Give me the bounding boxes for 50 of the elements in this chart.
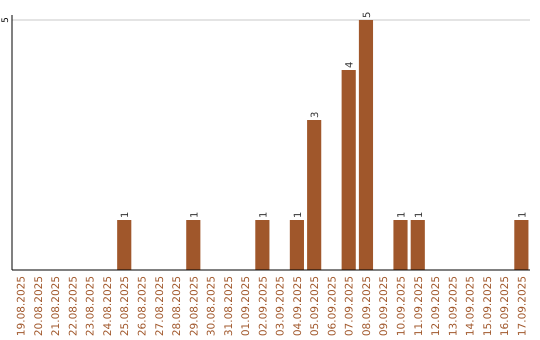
- data-label: 1: [414, 212, 425, 218]
- x-tick-label: 27.08.2025: [154, 276, 166, 336]
- x-tick-label: 08.09.2025: [360, 276, 373, 336]
- bar: [255, 220, 270, 270]
- data-label: 1: [120, 212, 132, 218]
- x-tick-label: 10.09.2025: [396, 276, 408, 336]
- x-tick-label: 09.09.2025: [378, 276, 390, 336]
- x-tick-label: 22.08.2025: [67, 276, 80, 336]
- x-tick-label: 14.09.2025: [464, 276, 477, 336]
- x-tick-label: 16.09.2025: [499, 276, 512, 336]
- bar: [410, 220, 425, 270]
- x-tick-label: 13.09.2025: [447, 276, 460, 336]
- x-tick-label: 24.08.2025: [102, 276, 114, 336]
- bar: [186, 220, 200, 270]
- x-tick-label: 31.08.2025: [222, 276, 235, 336]
- x-tick-label: 29.08.2025: [188, 276, 200, 336]
- x-tick-label: 23.08.2025: [84, 276, 97, 336]
- data-label: 1: [292, 212, 304, 218]
- x-tick-label: 28.08.2025: [171, 276, 184, 336]
- data-label: 3: [310, 112, 322, 118]
- bar: [117, 220, 132, 270]
- bar: [358, 20, 374, 270]
- x-tick-label: 05.09.2025: [309, 276, 322, 336]
- x-tick-label: 03.09.2025: [274, 276, 287, 336]
- data-label: 1: [258, 212, 270, 218]
- bar: [514, 220, 528, 270]
- bar: [393, 220, 408, 270]
- x-tick-label: 01.09.2025: [240, 276, 252, 336]
- x-tick-label: 30.08.2025: [206, 276, 218, 336]
- data-label: 1: [189, 212, 200, 218]
- bar: [307, 120, 322, 270]
- x-tick-label: 02.09.2025: [257, 276, 270, 336]
- x-tick-label: 25.08.2025: [119, 276, 132, 336]
- x-tick-label: 07.09.2025: [344, 276, 356, 336]
- x-tick-label: 26.08.2025: [136, 276, 148, 336]
- x-tick-label: 15.09.2025: [482, 276, 494, 336]
- x-tick-label: 11.09.2025: [412, 276, 425, 336]
- data-label: 4: [344, 62, 356, 68]
- data-label: 5: [362, 12, 373, 18]
- bar: [290, 220, 304, 270]
- x-tick-label: 17.09.2025: [516, 276, 528, 336]
- x-tick-label: 20.08.2025: [32, 276, 45, 336]
- x-tick-label: 12.09.2025: [430, 276, 442, 336]
- bar: [342, 70, 356, 270]
- data-label: 1: [517, 212, 528, 218]
- x-tick-label: 04.09.2025: [292, 276, 304, 336]
- x-tick-label: 06.09.2025: [326, 276, 338, 336]
- x-tick-label: 21.08.2025: [50, 276, 62, 336]
- x-tick-label: 19.08.2025: [16, 276, 28, 336]
- data-label: 1: [396, 212, 408, 218]
